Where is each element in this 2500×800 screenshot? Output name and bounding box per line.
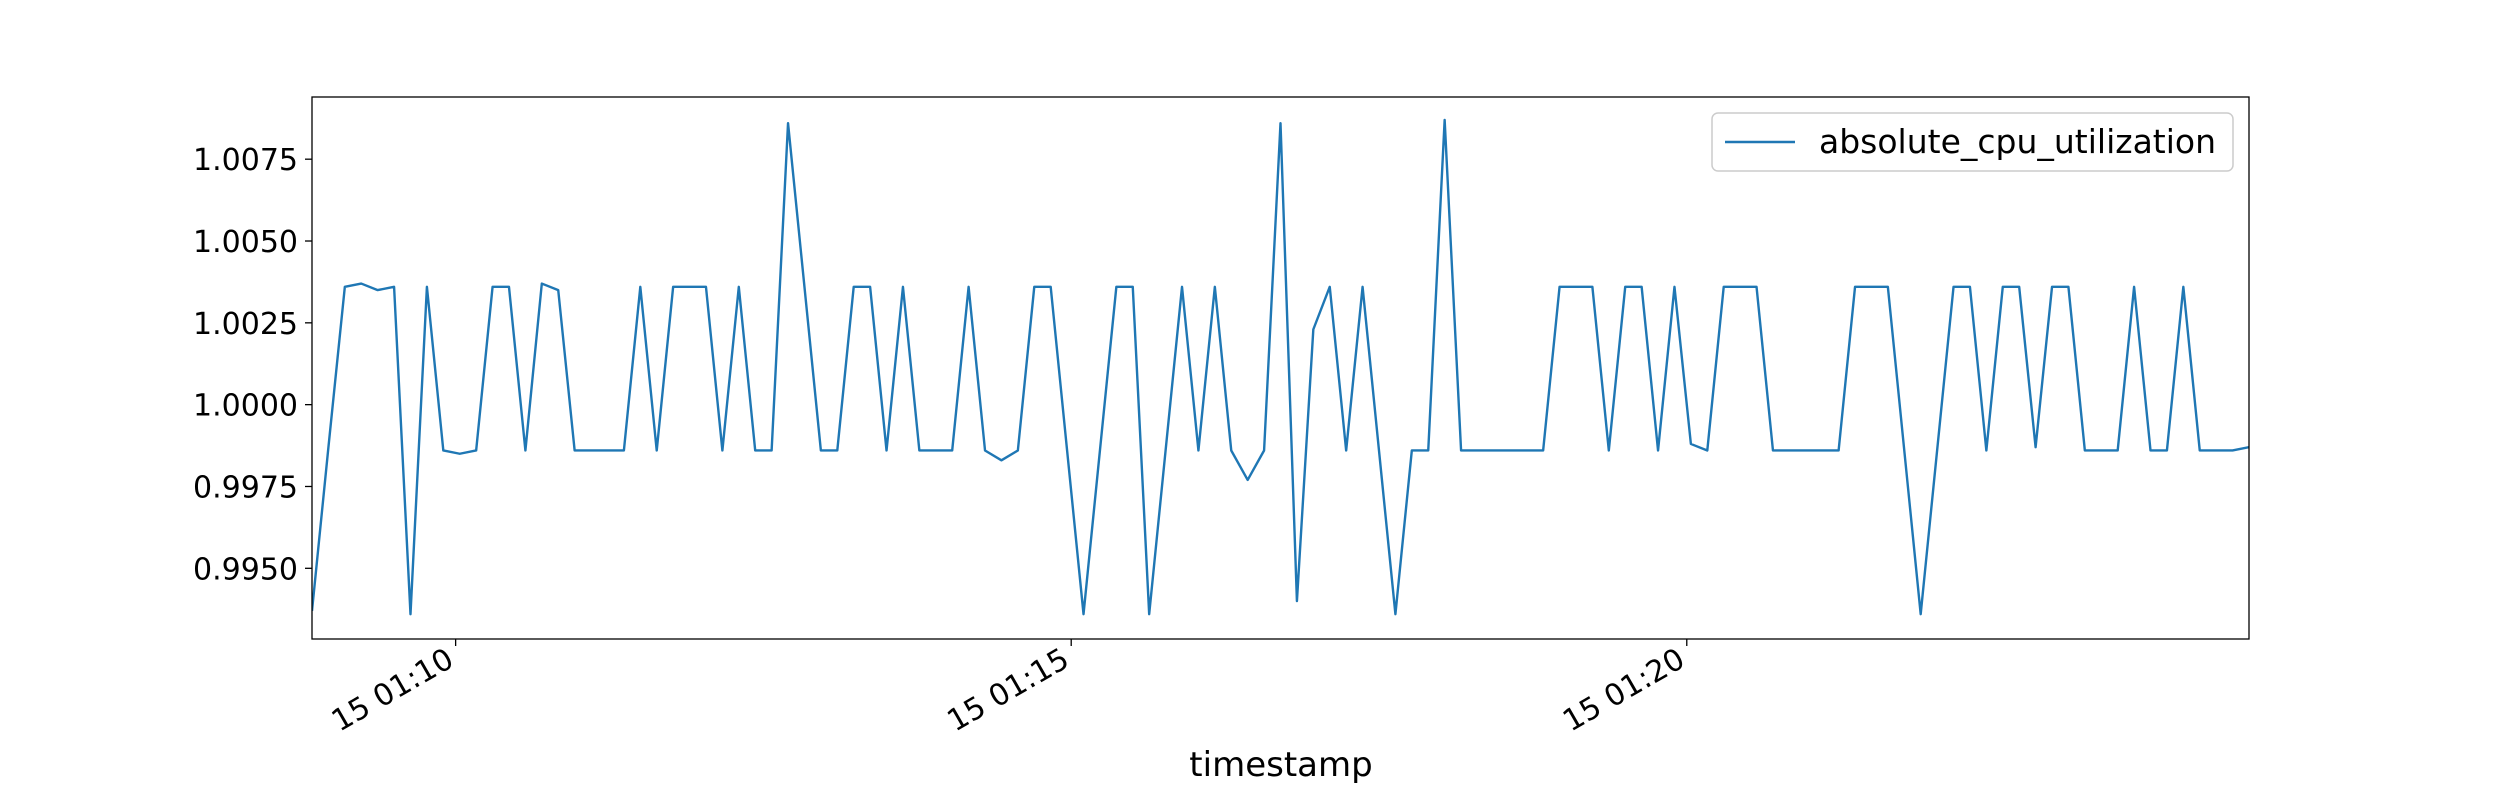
y-tick-label: 1.0025: [193, 307, 298, 342]
x-tick-label: 15 01:10: [326, 642, 460, 739]
series-line: [312, 118, 2249, 616]
x-tick-label: 15 01:20: [1557, 642, 1691, 739]
y-tick-label: 1.0000: [193, 389, 298, 424]
y-tick-label: 1.0050: [193, 225, 298, 260]
y-tick-label: 1.0075: [193, 143, 298, 178]
y-tick-label: 0.9950: [193, 552, 298, 587]
x-tick-label: 15 01:15: [942, 642, 1076, 739]
plot-frame: [311, 96, 2250, 640]
legend-box: [1711, 112, 2234, 172]
legend-label: absolute_cpu_utilization: [1819, 122, 2216, 161]
x-axis-label: timestamp: [1189, 745, 1372, 785]
y-tick-label: 0.9975: [193, 470, 298, 505]
